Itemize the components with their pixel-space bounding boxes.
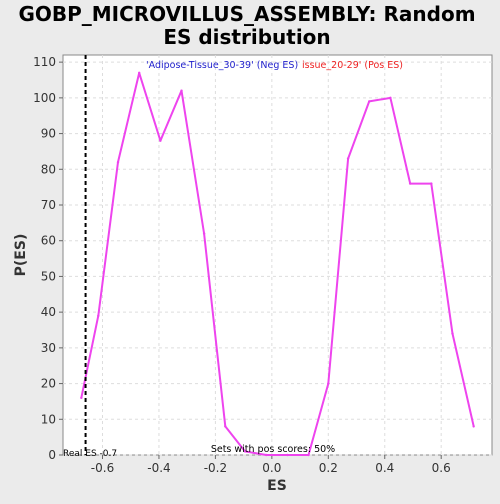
y-tick-label: 110 — [33, 55, 56, 69]
y-tick-label: 0 — [48, 448, 56, 462]
y-tick-label: 100 — [33, 91, 56, 105]
series-point — [138, 71, 141, 75]
series-point — [243, 450, 247, 453]
series-point — [327, 382, 330, 385]
series-point — [286, 453, 289, 457]
x-tick-label: 0.2 — [319, 461, 338, 475]
series-point — [346, 157, 350, 160]
axes: 0 10 20 30 40 50 60 70 80 90 100 110 -0.6 -0.4 -0.2 0.0… — [33, 55, 451, 475]
series-point — [202, 232, 206, 235]
series-point — [224, 425, 227, 428]
real-es-label: Real ES -0.7 — [63, 449, 117, 459]
x-tick-label: -0.6 — [91, 461, 114, 475]
pos-es-label: issue_20-29' (Pos ES) — [302, 60, 403, 71]
y-axis-label: P(ES) — [13, 234, 29, 277]
series-point — [389, 96, 392, 100]
series-point — [97, 314, 100, 317]
series-point — [472, 425, 475, 428]
chart-title-line-2: ES distribution — [163, 25, 330, 49]
series-line — [80, 71, 475, 456]
series-point — [430, 182, 433, 185]
x-tick-label: 0.0 — [262, 461, 281, 475]
x-tick-label: 0.4 — [375, 461, 394, 475]
y-tick-label: 60 — [41, 234, 56, 248]
series-point — [307, 453, 310, 457]
series-point — [116, 160, 120, 164]
y-tick-label: 30 — [41, 341, 56, 355]
series — [80, 71, 475, 457]
x-tick-label: -0.4 — [147, 461, 170, 475]
series-point — [80, 396, 83, 400]
series-point — [180, 89, 183, 92]
plot-area — [62, 54, 493, 456]
sets-with-pos-scores-label: Sets with pos scores: 50% — [211, 444, 335, 455]
series-point — [368, 100, 371, 103]
series-point — [408, 182, 412, 185]
series-point — [265, 453, 268, 457]
x-axis-label: ES — [267, 478, 287, 494]
series-point — [451, 332, 454, 335]
y-tick-label: 70 — [41, 198, 56, 212]
series-point — [159, 139, 162, 142]
x-tick-label: 0.6 — [432, 461, 451, 475]
chart-title-line-1: GOBP_MICROVILLUS_ASSEMBLY: Random — [18, 2, 475, 26]
y-tick-label: 20 — [41, 377, 56, 391]
x-tick-label: -0.2 — [204, 461, 227, 475]
y-tick-label: 80 — [41, 162, 56, 176]
y-tick-label: 40 — [41, 305, 56, 319]
y-tick-label: 50 — [41, 269, 56, 283]
y-tick-label: 90 — [41, 127, 56, 141]
y-tick-label: 10 — [41, 412, 56, 426]
neg-es-label: 'Adipose-Tissue_30-39' (Neg ES) — [146, 60, 298, 71]
